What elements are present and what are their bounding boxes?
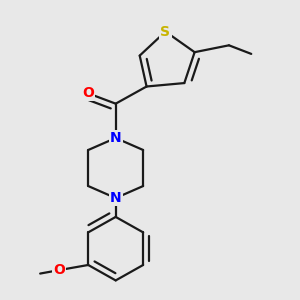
- Text: N: N: [110, 191, 122, 205]
- Text: S: S: [160, 25, 170, 39]
- Text: O: O: [53, 263, 65, 277]
- Text: O: O: [82, 86, 94, 100]
- Text: N: N: [110, 131, 122, 145]
